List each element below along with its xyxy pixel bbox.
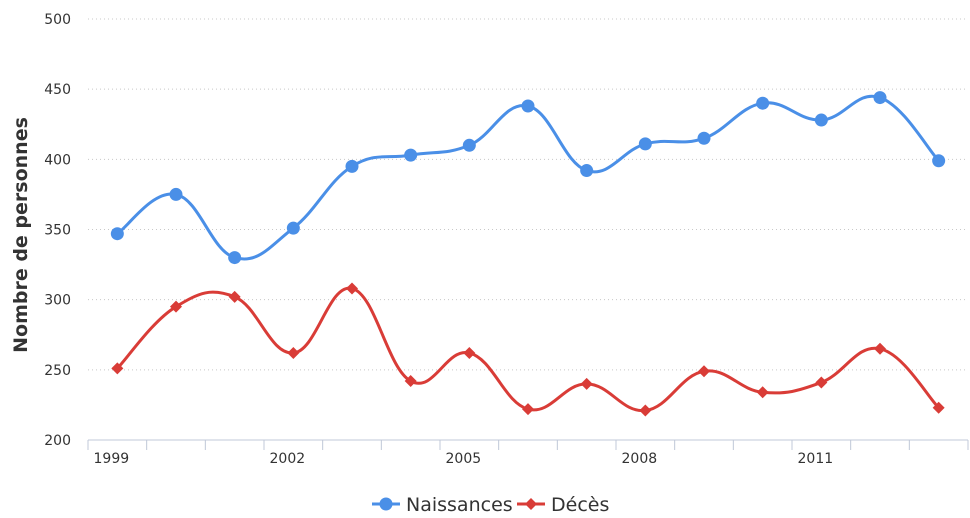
- data-point-naissances: [932, 154, 946, 168]
- data-point-deces: [111, 362, 124, 375]
- data-point-deces: [463, 346, 476, 359]
- data-point-naissances: [521, 99, 535, 113]
- series-layer: [110, 91, 946, 417]
- y-tick-label: 250: [44, 363, 71, 379]
- y-axis: 200 250 300 350 400 450 500: [44, 12, 71, 449]
- series-deces: [111, 282, 945, 417]
- data-point-naissances: [638, 137, 652, 151]
- data-point-naissances: [756, 96, 770, 110]
- data-point-naissances: [814, 113, 828, 127]
- data-point-naissances: [462, 138, 476, 152]
- data-point-naissances: [110, 227, 124, 241]
- x-tick-label: 2002: [270, 451, 306, 467]
- legend-label: Décès: [551, 494, 609, 516]
- data-point-deces: [874, 342, 886, 355]
- gridlines: [88, 18, 968, 371]
- data-point-naissances: [345, 159, 359, 173]
- data-point-deces: [580, 377, 593, 390]
- data-point-deces: [698, 365, 710, 378]
- y-tick-label: 400: [44, 152, 71, 168]
- data-point-deces: [932, 401, 945, 414]
- y-tick-label: 350: [44, 223, 71, 239]
- data-point-deces: [522, 403, 534, 416]
- data-point-naissances: [697, 131, 711, 145]
- y-tick-label: 500: [44, 12, 71, 28]
- y-tick-label: 200: [44, 433, 71, 449]
- y-tick-label: 300: [44, 293, 71, 309]
- y-axis-title: Nombre de personnes: [10, 117, 32, 353]
- x-tick-label: 1999: [94, 451, 130, 467]
- legend-marker-naissances: [379, 497, 393, 511]
- x-tick-label: 2011: [798, 451, 834, 467]
- legend: Naissances Décès: [372, 494, 609, 516]
- data-point-naissances: [404, 148, 418, 162]
- data-point-deces: [404, 375, 417, 388]
- data-point-deces: [639, 404, 652, 417]
- x-tick-label: 2008: [622, 451, 658, 467]
- legend-item-deces[interactable]: Décès: [517, 494, 609, 516]
- x-axis: 1999 2002 2005 2008 2011: [87, 439, 969, 467]
- legend-item-naissances[interactable]: Naissances: [372, 494, 513, 516]
- data-point-deces: [346, 282, 358, 295]
- y-tick-label: 450: [44, 82, 71, 98]
- data-point-naissances: [228, 251, 242, 265]
- data-point-naissances: [286, 221, 300, 235]
- data-point-deces: [170, 300, 182, 313]
- series-line-deces: [116, 286, 940, 413]
- data-point-deces: [287, 346, 300, 359]
- data-point-deces: [815, 376, 828, 389]
- x-tick-label: 2005: [446, 451, 482, 467]
- data-point-naissances: [169, 187, 183, 201]
- data-point-deces: [228, 290, 241, 303]
- data-point-deces: [756, 386, 769, 399]
- data-point-naissances: [580, 164, 594, 178]
- data-point-naissances: [873, 91, 887, 105]
- legend-label: Naissances: [406, 494, 513, 516]
- legend-marker-deces: [525, 498, 537, 510]
- series-naissances: [110, 91, 946, 265]
